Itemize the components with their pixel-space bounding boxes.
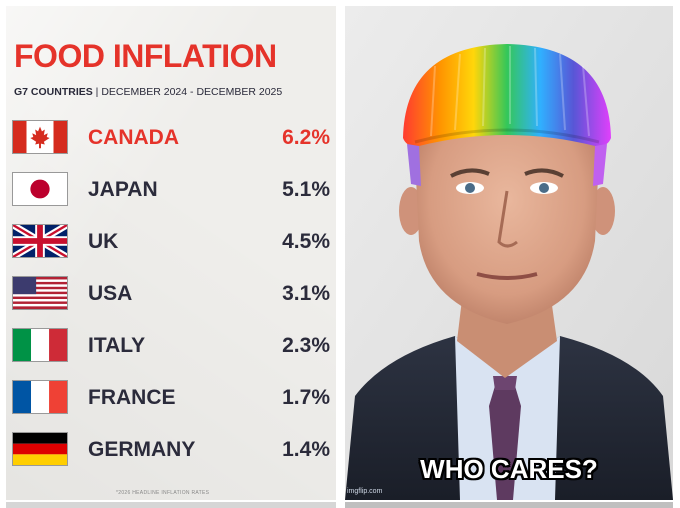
- inflation-value: 2.3%: [282, 334, 330, 357]
- row-france: FRANCE 1.7%: [12, 378, 334, 418]
- subtitle-countries: G7 COUNTRIES: [14, 86, 93, 98]
- meme-caption: WHO CARES?: [420, 454, 598, 484]
- man-portrait-rainbow-hair: [345, 6, 673, 500]
- france-flag-icon: [12, 380, 68, 414]
- row-canada: CANADA 6.2%: [12, 118, 334, 158]
- inflation-value: 1.4%: [282, 438, 330, 461]
- country-label: CANADA: [88, 126, 179, 149]
- row-uk: UK 4.5%: [12, 222, 334, 262]
- inflation-value: 4.5%: [282, 230, 330, 253]
- row-italy: ITALY 2.3%: [12, 326, 334, 366]
- infographic-title: FOOD INFLATION: [14, 38, 277, 74]
- italy-flag-icon: [12, 328, 68, 362]
- country-label: FRANCE: [88, 386, 176, 409]
- usa-flag-icon: [12, 276, 68, 310]
- germany-flag-icon: [12, 432, 68, 466]
- canada-flag-icon: [12, 120, 68, 154]
- country-label: USA: [88, 282, 133, 305]
- country-label: GERMANY: [88, 438, 196, 461]
- row-germany: GERMANY 1.4%: [12, 430, 334, 470]
- bottom-edge-strip: [6, 502, 336, 508]
- row-usa: USA 3.1%: [12, 274, 334, 314]
- row-japan: JAPAN 5.1%: [12, 170, 334, 210]
- inflation-value: 6.2%: [282, 126, 330, 149]
- inflation-value: 3.1%: [282, 282, 330, 305]
- japan-flag-icon: [12, 172, 68, 206]
- food-inflation-infographic: FOOD INFLATION G7 COUNTRIES | DECEMBER 2…: [6, 6, 336, 500]
- bottom-edge-strip: [345, 502, 673, 508]
- inflation-value: 5.1%: [282, 178, 330, 201]
- subtitle-period: | DECEMBER 2024 - DECEMBER 2025: [92, 86, 283, 98]
- footnote: *2026 HEADLINE INFLATION RATES: [116, 490, 210, 496]
- country-label: ITALY: [88, 334, 146, 357]
- imgflip-watermark: imgflip.com: [347, 488, 383, 495]
- infographic-subtitle: G7 COUNTRIES | DECEMBER 2024 - DECEMBER …: [14, 86, 282, 98]
- country-label: JAPAN: [88, 178, 158, 201]
- uk-flag-icon: [12, 224, 68, 258]
- meme-photo: WHO CARES? imgflip.com: [345, 6, 673, 500]
- inflation-value: 1.7%: [282, 386, 330, 409]
- country-label: UK: [88, 230, 119, 253]
